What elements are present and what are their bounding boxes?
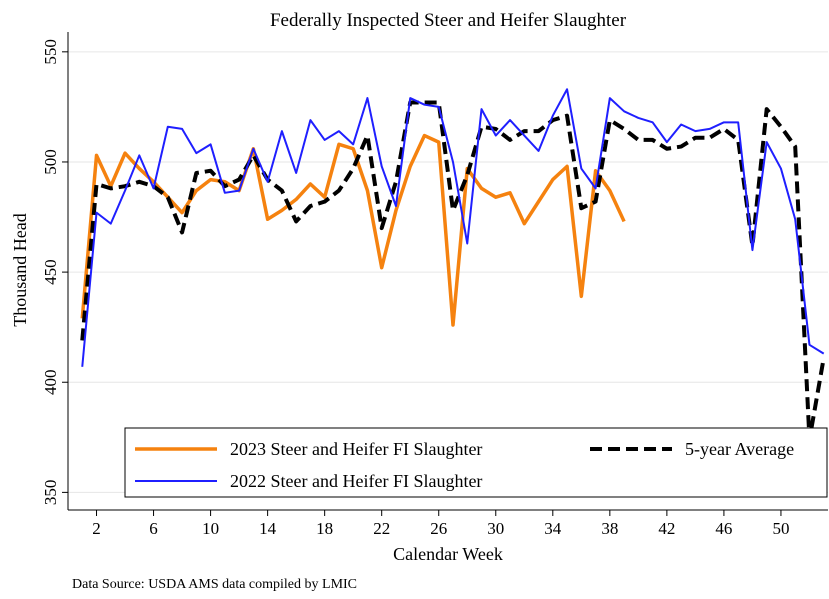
y-tick-label: 350 <box>41 480 60 506</box>
y-tick-label: 450 <box>41 259 60 285</box>
y-axis-label: Thousand Head <box>10 213 30 326</box>
source-note: Data Source: USDA AMS data compiled by L… <box>72 577 357 592</box>
x-tick-label: 2 <box>92 519 101 538</box>
x-tick-label: 46 <box>715 519 732 538</box>
legend-label: 5-year Average <box>685 439 794 459</box>
legend-box <box>124 427 828 498</box>
x-tick-label: 18 <box>316 519 333 538</box>
legend-label: 2023 Steer and Heifer FI Slaughter <box>230 439 482 459</box>
x-axis-label: Calendar Week <box>393 544 503 564</box>
y-tick-label: 500 <box>41 149 60 175</box>
x-tick-label: 34 <box>544 519 562 538</box>
series-line <box>80 100 826 442</box>
x-tick-label: 30 <box>487 519 504 538</box>
chart-title: Federally Inspected Steer and Heifer Sla… <box>270 10 627 31</box>
series-line <box>80 133 626 327</box>
x-tick-label: 42 <box>658 519 675 538</box>
x-tick-label: 14 <box>259 519 277 538</box>
legend-label: 2022 Steer and Heifer FI Slaughter <box>230 471 482 491</box>
x-tick-label: 6 <box>149 519 158 538</box>
x-tick-label: 26 <box>430 519 447 538</box>
y-tick-label: 550 <box>41 39 60 65</box>
x-tick-label: 22 <box>373 519 390 538</box>
x-tick-label: 50 <box>772 519 789 538</box>
x-tick-label: 38 <box>601 519 618 538</box>
series-line <box>81 88 825 367</box>
x-tick-label: 10 <box>202 519 219 538</box>
y-tick-label: 400 <box>41 369 60 395</box>
